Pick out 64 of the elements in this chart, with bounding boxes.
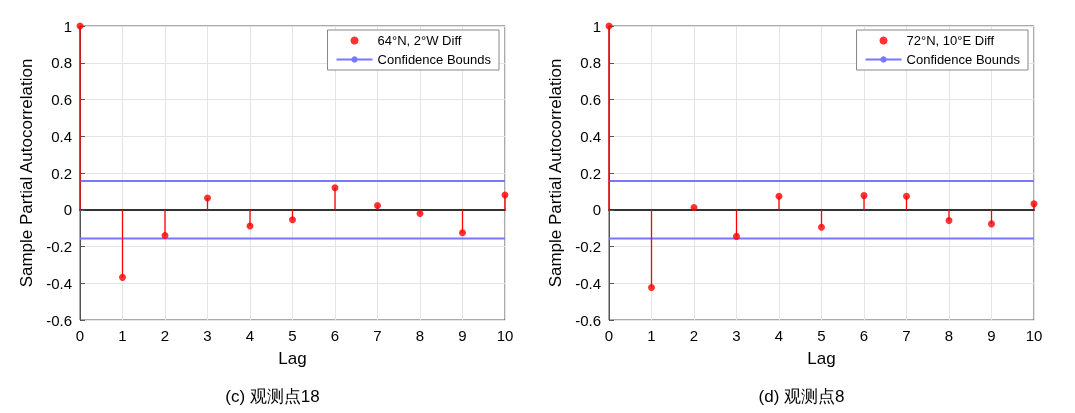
y-tick-label: -0.2	[575, 238, 601, 255]
point	[648, 283, 655, 291]
y-tick-label: 0.6	[51, 91, 72, 108]
x-tick-label: 6	[859, 327, 869, 344]
y-tick-label: 1	[63, 17, 72, 35]
y-tick-label: -0.2	[46, 238, 72, 255]
y-tick-label: 0.6	[580, 91, 601, 108]
point	[289, 216, 296, 224]
x-tick-label: 6	[330, 327, 340, 344]
x-tick-label: 0	[604, 327, 614, 344]
point	[459, 229, 466, 237]
x-tick-label: 4	[774, 327, 784, 344]
legend-label: Confidence Bounds	[906, 52, 1021, 67]
point	[775, 192, 783, 200]
point	[161, 231, 169, 239]
x-tick-label: 1	[118, 327, 127, 344]
legend-label: Confidence Bounds	[377, 52, 492, 67]
point	[903, 192, 910, 200]
point	[119, 273, 126, 281]
x-tick-label: 0	[75, 327, 85, 344]
x-tick-label: 8	[944, 327, 954, 344]
x-tick-label: 7	[902, 327, 911, 344]
point	[818, 223, 825, 231]
y-tick-label: 0	[63, 201, 72, 219]
text: (d) 观测点8	[758, 387, 845, 406]
y-tick-label: 0.8	[51, 54, 72, 72]
x-tick-label: 9	[987, 327, 996, 344]
x-tick-label: 2	[160, 327, 170, 344]
x-tick-label: 3	[203, 327, 212, 344]
text: (c) 观测点18	[225, 387, 320, 406]
point	[331, 184, 339, 192]
x-axis-title: Lag	[807, 349, 836, 368]
y-axis-title: Sample Partial Autocorrelation	[546, 58, 566, 288]
point	[860, 192, 868, 200]
y-tick-label: 0.2	[51, 164, 72, 182]
y-tick-label: 0.8	[580, 54, 601, 72]
y-tick-label: 0.2	[580, 164, 601, 182]
point	[733, 232, 740, 240]
point	[988, 220, 995, 228]
y-tick-label: 0	[592, 201, 601, 219]
point	[204, 194, 211, 202]
y-tick-label: -0.6	[46, 311, 72, 329]
y-tick-label: -0.6	[575, 311, 601, 329]
x-tick-label: 8	[415, 327, 425, 344]
x-tick-label: 3	[732, 327, 741, 344]
x-tick-label: 10	[496, 327, 514, 344]
x-axis-title: Lag	[278, 349, 307, 368]
x-tick-label: 7	[373, 327, 382, 344]
x-tick-label: 5	[288, 327, 297, 344]
y-tick-label: 0.4	[580, 127, 601, 145]
legend-label: 72°N, 10°E Diff	[906, 33, 995, 48]
y-tick-label: -0.4	[46, 274, 72, 292]
y-tick-label: -0.4	[575, 274, 601, 292]
x-tick-label: 4	[245, 327, 255, 344]
x-tick-label: 5	[817, 327, 826, 344]
point	[945, 217, 953, 225]
y-tick-label: 0.4	[51, 127, 72, 145]
x-tick-label: 10	[1025, 327, 1043, 344]
y-tick-label: 1	[592, 17, 601, 35]
x-tick-label: 9	[458, 327, 467, 344]
x-tick-label: 2	[689, 327, 699, 344]
legend-label: 64°N, 2°W Diff	[377, 33, 462, 48]
x-tick-label: 1	[647, 327, 656, 344]
y-axis-title: Sample Partial Autocorrelation	[17, 58, 37, 288]
